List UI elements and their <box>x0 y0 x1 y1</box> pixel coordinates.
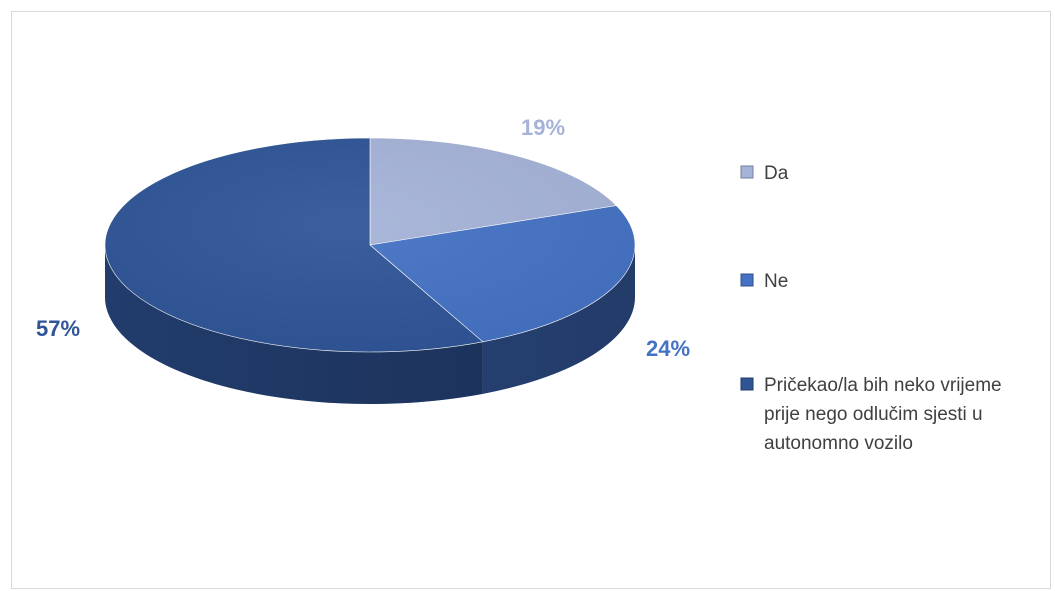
legend-label-2-line-2: autonomno vozilo <box>764 433 913 454</box>
legend-swatch-0 <box>740 165 754 179</box>
legend-swatch-1 <box>740 273 754 287</box>
legend-item-0: Da <box>740 163 789 184</box>
legend-label-2-line-0: Pričekao/la bih neko vrijeme <box>764 375 1002 396</box>
legend-label-2-line-1: prije nego odlučim sjesti u <box>764 404 983 425</box>
legend-item-1: Ne <box>740 271 788 292</box>
pie-top-sheen <box>105 138 635 352</box>
data-label-2: 57% <box>36 316 80 341</box>
legend-label-1-line-0: Ne <box>764 271 788 292</box>
legend-swatch-2 <box>740 377 754 391</box>
data-label-1: 24% <box>646 336 690 361</box>
data-label-0: 19% <box>521 115 565 140</box>
legend-label-0-line-0: Da <box>764 163 789 184</box>
legend-item-2: Pričekao/la bih neko vrijeme prije nego o… <box>740 375 1002 454</box>
pie-side-shading <box>105 245 635 404</box>
